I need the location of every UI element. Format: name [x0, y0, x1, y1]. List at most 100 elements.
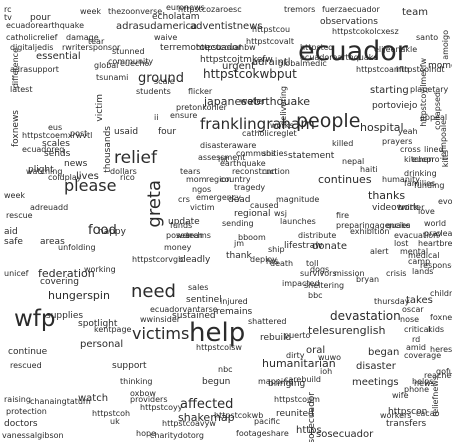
cloud-word: ecuador: [298, 36, 408, 67]
cloud-word: tear: [88, 37, 105, 46]
cloud-word: httpstcou: [252, 25, 291, 34]
cloud-word: ensure: [170, 111, 198, 120]
cloud-word: sentinel: [186, 295, 222, 305]
cloud-word: assessment: [198, 153, 246, 162]
cloud-word: oxbow: [130, 389, 156, 398]
cloud-word: world: [424, 219, 447, 228]
cloud-word: tragedy: [234, 183, 266, 192]
cloud-word: victim: [95, 94, 105, 122]
cloud-word: wfp: [14, 306, 56, 332]
cloud-word: lives: [76, 171, 99, 182]
cloud-word: week: [80, 7, 102, 16]
cloud-word: camp: [408, 257, 431, 266]
cloud-word: thezoonverse: [108, 7, 163, 16]
cloud-word: personal: [80, 339, 124, 350]
cloud-word: wuwo: [318, 353, 342, 362]
cloud-word: victim: [190, 203, 215, 212]
cloud-word: supplies: [46, 311, 84, 321]
cloud-word: statement: [288, 151, 335, 161]
cloud-word: lands: [412, 267, 434, 276]
cloud-word: japanesebrthquake: [204, 95, 310, 108]
cloud-word: charitydotorg: [150, 431, 204, 440]
cloud-word: disaster: [356, 361, 396, 372]
cloud-word: httpstcoemxrwvtl: [22, 131, 93, 140]
cloud-word: spotlight: [78, 319, 118, 329]
cloud-word: pretonkohler: [176, 103, 227, 112]
cloud-word: tears: [180, 167, 201, 176]
cloud-word: sending: [222, 219, 254, 228]
cloud-word: drinking: [404, 169, 437, 178]
cloud-word: elijeenakle: [374, 45, 418, 54]
cloud-word: medical: [408, 251, 440, 260]
cloud-word: mental: [400, 247, 429, 256]
cloud-word: bboom: [238, 233, 266, 242]
cloud-word: mapping: [258, 377, 294, 386]
cloud-word: thank: [226, 251, 252, 261]
cloud-word: catholicrelief: [6, 33, 58, 42]
cloud-word: sosecuador: [316, 429, 374, 440]
cloud-word: observations: [320, 17, 378, 27]
cloud-word: cross: [400, 145, 421, 154]
cloud-word: rc: [4, 5, 12, 14]
cloud-word: team: [402, 7, 428, 18]
cloud-word: crs: [178, 195, 190, 204]
cloud-word: httpstcozaroesc: [178, 5, 242, 14]
cloud-word: globalmedic: [278, 59, 327, 68]
cloud-word: caused: [250, 201, 279, 210]
cloud-word: continue: [8, 347, 48, 357]
cloud-word: impacted: [282, 279, 320, 288]
cloud-word: flicker: [188, 87, 213, 96]
cloud-word: httpstcokolcxesz: [332, 27, 399, 36]
cloud-word: hit: [218, 155, 229, 164]
cloud-word: appeal: [420, 113, 448, 122]
cloud-word: franklingraham: [200, 115, 315, 133]
cloud-word: wwinsider: [140, 315, 181, 324]
cloud-word: earthquake: [220, 159, 266, 168]
cloud-word: global: [94, 61, 119, 70]
cloud-word: yeah: [398, 127, 418, 136]
cloud-word: pray: [424, 229, 443, 238]
cloud-word: money: [164, 243, 192, 252]
cloud-word: communities: [236, 149, 288, 158]
cloud-word: rd: [412, 335, 421, 344]
cloud-word: love: [418, 207, 435, 216]
cloud-word: region: [206, 175, 232, 184]
cloud-word: jm: [234, 239, 245, 248]
cloud-word: hungerspin: [48, 289, 110, 302]
cloud-word: evo: [438, 197, 452, 206]
cloud-word: update: [168, 217, 200, 227]
cloud-word: ioh: [320, 367, 333, 376]
cloud-word: affected: [180, 397, 234, 412]
cloud-word: began: [368, 347, 400, 358]
cloud-word: nbc: [218, 365, 233, 374]
cloud-word: tv: [4, 13, 12, 22]
cloud-word: chanaingtatum: [30, 397, 91, 406]
cloud-word: tsunami: [96, 73, 129, 82]
cloud-word: usaid: [114, 127, 139, 137]
cloud-word: haiti: [360, 165, 378, 174]
cloud-word: thursday: [374, 297, 410, 306]
cloud-word: providers: [130, 395, 168, 404]
cloud-word: unfolding: [58, 243, 96, 252]
cloud-word: launches: [280, 217, 316, 226]
cloud-word: pour: [30, 13, 51, 23]
cloud-word: echolatam: [152, 12, 200, 22]
cloud-word: search: [176, 231, 203, 240]
cloud-word: httpstcoyy: [140, 403, 183, 412]
cloud-word: httpstcovalt: [246, 37, 295, 46]
cloud-word: toll: [306, 259, 319, 268]
cloud-word: evacuation: [394, 231, 439, 240]
cloud-word: amoigo: [441, 30, 450, 60]
cloud-word: httpstcolhdt: [396, 65, 445, 74]
cloud-word: injured: [220, 297, 248, 306]
cloud-word: ship: [268, 245, 285, 254]
cloud-word: lined: [424, 145, 444, 154]
cloud-word: magnitude: [276, 195, 320, 204]
cloud-word: adrasupport: [10, 65, 59, 74]
cloud-word: killed: [332, 139, 354, 148]
cloud-word: deploy: [250, 255, 277, 264]
cloud-word: doctors: [4, 419, 38, 429]
cloud-word: tremors: [284, 5, 316, 14]
cloud-word: post: [70, 129, 88, 138]
